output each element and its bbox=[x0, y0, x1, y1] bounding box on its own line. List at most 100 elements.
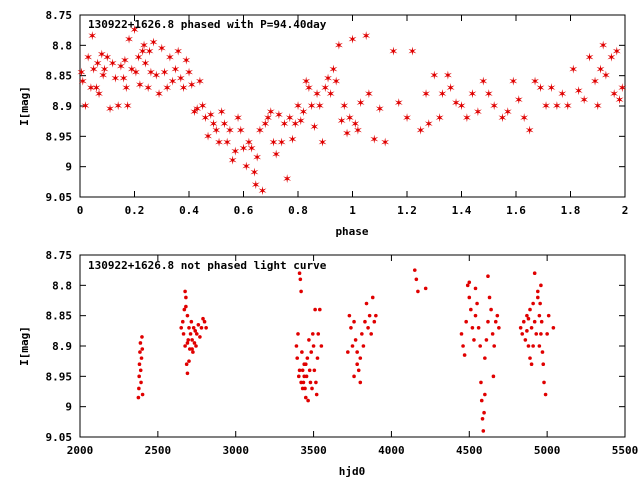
data-point bbox=[472, 338, 476, 342]
data-point: ✶ bbox=[127, 63, 137, 77]
data-point: ✶ bbox=[462, 111, 472, 125]
data-point bbox=[136, 395, 141, 400]
data-point: ✶ bbox=[149, 35, 159, 49]
data-point bbox=[370, 295, 375, 300]
data-point: ✶ bbox=[508, 75, 518, 89]
data-point bbox=[315, 356, 320, 360]
data-point: ✶ bbox=[78, 75, 88, 89]
data-point bbox=[350, 344, 355, 348]
data-point: ✶ bbox=[503, 105, 513, 119]
data-point: ✶ bbox=[429, 69, 439, 83]
data-point bbox=[184, 295, 188, 300]
data-point: ✶ bbox=[263, 111, 273, 125]
data-point bbox=[355, 350, 359, 354]
data-point bbox=[140, 392, 145, 397]
data-point: ✶ bbox=[94, 87, 104, 101]
data-point: ✶ bbox=[282, 172, 292, 186]
data-point: ✶ bbox=[162, 81, 172, 95]
x-tick-label: 2500 bbox=[145, 444, 172, 457]
data-points bbox=[136, 268, 556, 433]
data-point: ✶ bbox=[345, 111, 355, 125]
data-point: ✶ bbox=[249, 166, 259, 180]
data-point: ✶ bbox=[435, 111, 445, 125]
x-tick-label: 1.2 bbox=[397, 204, 417, 217]
data-point bbox=[483, 392, 487, 397]
data-point: ✶ bbox=[251, 178, 261, 192]
data-point bbox=[183, 344, 187, 348]
data-point: ✶ bbox=[595, 63, 605, 77]
data-point: ✶ bbox=[195, 75, 205, 89]
x-tick-label: 3500 bbox=[300, 444, 327, 457]
data-point bbox=[358, 380, 363, 385]
data-point bbox=[185, 371, 190, 376]
data-point: ✶ bbox=[244, 135, 254, 149]
data-point: ✶ bbox=[266, 105, 276, 119]
data-point bbox=[539, 332, 543, 336]
data-point: ✶ bbox=[285, 111, 295, 125]
data-point: ✶ bbox=[546, 81, 556, 95]
data-point: ✶ bbox=[530, 75, 540, 89]
data-point: ✶ bbox=[298, 105, 308, 119]
data-point: ✶ bbox=[296, 114, 306, 128]
data-point bbox=[319, 344, 324, 348]
data-point: ✶ bbox=[135, 78, 145, 92]
data-point: ✶ bbox=[334, 38, 344, 52]
y-tick-label: 8.8 bbox=[52, 279, 72, 292]
data-point: ✶ bbox=[176, 72, 186, 86]
data-point: ✶ bbox=[309, 120, 319, 134]
data-point: ✶ bbox=[252, 151, 262, 165]
x-tick-label: 0.8 bbox=[288, 204, 308, 217]
data-point bbox=[138, 368, 143, 373]
data-point: ✶ bbox=[116, 60, 126, 74]
data-point bbox=[416, 289, 420, 294]
data-point bbox=[518, 326, 523, 330]
chart-title: 130922+1626.8 not phased light curve bbox=[88, 259, 327, 272]
data-point bbox=[476, 326, 481, 330]
data-point bbox=[185, 341, 190, 345]
axis-ticks bbox=[79, 14, 626, 198]
data-point: ✶ bbox=[563, 99, 573, 113]
data-point: ✶ bbox=[151, 69, 161, 83]
data-point: ✶ bbox=[165, 50, 175, 64]
data-point bbox=[300, 368, 305, 373]
data-point: ✶ bbox=[331, 75, 341, 89]
data-point: ✶ bbox=[129, 23, 139, 37]
data-point bbox=[423, 286, 428, 291]
y-tick-label: 8.85 bbox=[46, 70, 73, 83]
data-point bbox=[187, 326, 191, 330]
data-point: ✶ bbox=[192, 102, 202, 116]
data-point bbox=[412, 268, 417, 272]
data-point bbox=[193, 329, 198, 333]
data-point bbox=[305, 356, 310, 360]
data-point: ✶ bbox=[105, 102, 115, 116]
data-point bbox=[526, 344, 531, 348]
data-point bbox=[529, 326, 534, 330]
data-point bbox=[189, 319, 194, 324]
data-point: ✶ bbox=[247, 141, 257, 155]
data-point bbox=[363, 319, 367, 324]
data-point bbox=[311, 344, 316, 348]
data-point: ✶ bbox=[307, 99, 317, 113]
data-point: ✶ bbox=[342, 126, 352, 140]
data-point bbox=[355, 362, 359, 367]
data-point: ✶ bbox=[288, 132, 298, 146]
data-point bbox=[536, 295, 540, 300]
data-point: ✶ bbox=[228, 154, 238, 168]
data-point: ✶ bbox=[484, 87, 494, 101]
data-point: ✶ bbox=[124, 32, 134, 46]
data-point: ✶ bbox=[615, 93, 625, 107]
data-point bbox=[551, 326, 556, 330]
data-point bbox=[138, 341, 143, 345]
data-point: ✶ bbox=[274, 108, 284, 122]
data-point bbox=[361, 344, 366, 348]
data-point bbox=[467, 295, 472, 300]
data-point bbox=[486, 319, 490, 324]
data-point: ✶ bbox=[225, 123, 235, 137]
data-point: ✶ bbox=[89, 63, 99, 77]
data-point bbox=[497, 326, 501, 330]
data-point bbox=[491, 374, 496, 379]
data-point: ✶ bbox=[139, 38, 149, 52]
data-point bbox=[462, 353, 467, 357]
x-tick-label: 3000 bbox=[222, 444, 249, 457]
